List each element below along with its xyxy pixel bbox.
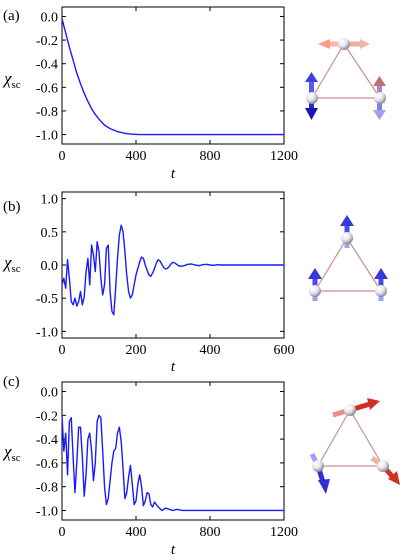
y-tick-label: -0.6 [36, 81, 58, 96]
panel-a-plot-frame [61, 6, 285, 145]
y-tick-label: -1.0 [36, 504, 58, 519]
panel-c-series-line [61, 414, 284, 512]
x-tick-label: 600 [274, 343, 295, 358]
x-tick-label: 1200 [270, 525, 298, 540]
x-tick-label: 0 [59, 149, 66, 164]
x-tick-label: 400 [200, 343, 221, 358]
y-tick-label: -0.2 [36, 34, 58, 49]
panel-b-y-ticks: 1.0 0.5 0.0 -0.5 -1.0 [36, 193, 284, 340]
spin-arrow-head [367, 398, 380, 410]
spin-arrow-shaft [312, 277, 318, 291]
spin-arrow-head [340, 215, 354, 226]
y-tick-label: -1.0 [36, 129, 58, 144]
bond-line [346, 237, 382, 292]
y-tick-label: 0.0 [41, 10, 59, 25]
spin-arrow-head [318, 479, 330, 494]
panel-b: (b) 1.0 0.5 0.0 -0.5 -1.0 0 200 400 600 t χsc [2, 191, 388, 375]
atom-sphere [374, 92, 386, 104]
spin-arrow-shaft [377, 84, 382, 98]
atom-sphere [344, 404, 356, 416]
y-tick-label: 0.0 [41, 386, 59, 401]
panel-c-label: (c) [3, 374, 20, 390]
y-tick-label: 1.0 [41, 193, 59, 208]
y-tick-label: -0.8 [36, 105, 58, 120]
y-tick-label: 0.0 [41, 259, 59, 274]
panel-a: (a) 0.0-0.2-0.4-0.6-0.8-1.0 0 400 800 1200 … [2, 6, 386, 182]
atom-sphere [309, 285, 321, 297]
panel-b-x-ticks: 0 200 400 600 [59, 192, 295, 358]
spin-arrow-head [308, 268, 322, 279]
panel-a-x-axis-label: t [171, 166, 176, 182]
bond-line [343, 43, 381, 99]
atom-sphere [306, 92, 318, 104]
spin-arrow-shaft [309, 80, 314, 98]
y-tick-label: -1.0 [36, 325, 58, 340]
y-tick-label: -0.6 [36, 457, 58, 472]
panel-c-y-ticks: 0.0 -0.2 -0.4 -0.6 -0.8 -1.0 [36, 386, 284, 519]
y-tick-label: -0.4 [36, 58, 58, 73]
panel-c: (c) 0.0-0.2-0.4-0.6-0.8-1.0 0 400 800 1200 … [2, 374, 400, 558]
panel-c-plot-frame [61, 381, 285, 521]
y-tick-label: -0.2 [36, 409, 58, 424]
spin-arrow-shaft [309, 98, 314, 110]
x-tick-label: 800 [200, 525, 221, 540]
panel-b-spin-diagram [308, 215, 388, 301]
spin-arrow-head [360, 39, 370, 49]
panel-b-label: (b) [3, 199, 21, 215]
panel-b-series-line [61, 224, 284, 316]
atom-sphere [338, 38, 350, 50]
spin-arrow-shaft [330, 41, 344, 47]
panel-a-y-ticks: 0.0 -0.2 -0.4 -0.6 -0.8 -1.0 [36, 10, 284, 144]
x-tick-label: 1200 [270, 149, 298, 164]
spin-arrow-shaft [377, 98, 382, 112]
panel-a-spin-diagram [305, 38, 386, 120]
atom-sphere [341, 232, 353, 244]
panel-b-y-axis-label: χsc [2, 253, 21, 275]
panel-b-x-axis-label: t [171, 359, 176, 375]
spin-arrow-shaft [378, 277, 384, 291]
y-tick-label: 0.5 [41, 226, 59, 241]
atom-sphere [377, 460, 389, 472]
bond-line [349, 409, 384, 467]
x-tick-label: 200 [126, 343, 147, 358]
bond-line [311, 43, 345, 99]
panel-c-x-ticks: 0 400 800 1200 [59, 382, 298, 540]
panel-a-series-line [61, 18, 284, 136]
x-tick-label: 400 [126, 149, 147, 164]
bond-line [317, 409, 351, 467]
spin-arrow-head [305, 108, 318, 120]
spin-arrow-head [305, 72, 318, 82]
y-tick-label: -0.5 [36, 292, 58, 307]
panel-c-spin-diagram [309, 398, 400, 494]
spin-arrow-shaft [344, 224, 350, 238]
spin-arrow-head [373, 76, 386, 86]
y-tick-label: -0.4 [36, 433, 58, 448]
atom-sphere [375, 285, 387, 297]
panel-c-x-axis-label: t [171, 542, 176, 558]
spin-arrow-shaft [346, 41, 360, 47]
spin-arrow-head [388, 471, 400, 485]
bond-line [314, 237, 348, 292]
panel-a-y-axis-label: χsc [2, 69, 21, 91]
spin-arrow-head [373, 110, 386, 120]
panel-a-x-ticks: 0 400 800 1200 [59, 7, 298, 164]
spin-arrow-head [318, 39, 330, 49]
x-tick-label: 0 [59, 343, 66, 358]
x-tick-label: 800 [200, 149, 221, 164]
atom-sphere [312, 460, 324, 472]
panel-a-label: (a) [3, 8, 20, 24]
y-tick-label: -0.8 [36, 481, 58, 496]
spin-arrow-head [374, 268, 388, 279]
x-tick-label: 0 [59, 525, 66, 540]
panel-c-y-axis-label: χsc [2, 442, 21, 464]
x-tick-label: 400 [126, 525, 147, 540]
